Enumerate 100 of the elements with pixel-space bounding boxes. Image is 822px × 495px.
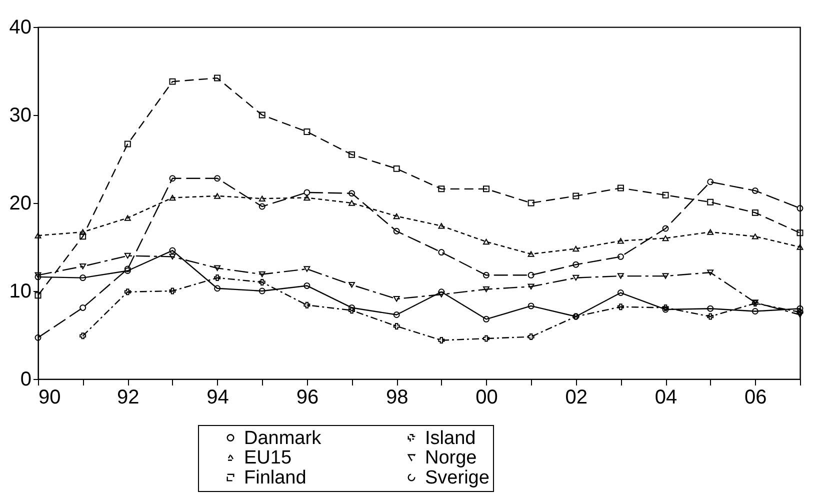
point (662, 235, 669, 242)
point (482, 316, 490, 322)
point (348, 307, 356, 314)
point (707, 313, 714, 320)
point (752, 209, 758, 216)
point (80, 332, 86, 340)
point (34, 232, 42, 238)
legend-label: Danmark (244, 428, 322, 449)
point (393, 213, 400, 220)
legend-label: Norge (425, 448, 477, 468)
point (258, 196, 266, 202)
legend-label: EU15 (244, 448, 292, 468)
point (528, 200, 534, 206)
point (393, 296, 400, 302)
point (438, 186, 445, 192)
point (707, 305, 714, 312)
point (528, 302, 534, 310)
point (796, 205, 804, 212)
point (348, 282, 356, 288)
point (80, 274, 86, 282)
x-tick-label: 96 (296, 386, 319, 408)
point (80, 304, 86, 311)
point (258, 112, 266, 118)
point (214, 285, 221, 292)
point (617, 253, 624, 260)
point (393, 322, 400, 330)
point (482, 272, 490, 278)
y-tick-label: 20 (9, 192, 32, 214)
point (34, 334, 42, 341)
point (80, 263, 86, 270)
point (258, 203, 266, 210)
point (617, 290, 624, 296)
point (707, 178, 714, 186)
point (438, 337, 445, 344)
point (214, 265, 221, 271)
x-tick-label: 90 (38, 386, 61, 408)
y-tick-label: 10 (9, 280, 32, 302)
point (662, 225, 669, 232)
point (707, 229, 714, 235)
point (124, 140, 131, 148)
point (438, 249, 445, 256)
point (796, 230, 804, 236)
point (393, 312, 400, 318)
point (796, 244, 804, 250)
point (124, 266, 131, 272)
x-tick-label: 00 (476, 386, 498, 408)
point (214, 175, 221, 182)
point (169, 247, 176, 254)
point (348, 190, 356, 197)
y-tick-label: 40 (9, 16, 32, 38)
point (304, 302, 310, 308)
legend-label: Sverige (425, 468, 490, 488)
point (482, 186, 490, 192)
point (617, 304, 624, 310)
point (169, 288, 176, 294)
point (169, 254, 176, 260)
x-tick-label: 94 (206, 386, 229, 408)
point (662, 192, 669, 198)
point (482, 335, 490, 342)
point (124, 288, 131, 296)
point (528, 284, 534, 290)
point (124, 252, 131, 259)
x-tick-label: 02 (565, 386, 588, 408)
point (662, 273, 669, 279)
point (304, 189, 310, 196)
point (304, 194, 310, 201)
point (169, 175, 176, 182)
point (707, 198, 714, 206)
legend-label: Finland (244, 468, 306, 488)
y-tick-label: 30 (9, 104, 32, 126)
point (214, 274, 221, 282)
point (528, 272, 534, 278)
point (348, 304, 356, 311)
point (752, 308, 758, 314)
point (169, 78, 176, 85)
point (124, 215, 131, 221)
point (304, 128, 310, 135)
point (752, 187, 758, 194)
point (258, 271, 266, 278)
point (752, 234, 758, 240)
point (214, 74, 221, 82)
point (528, 334, 534, 340)
point (662, 306, 669, 313)
point (572, 274, 580, 281)
point (393, 165, 400, 172)
point (258, 288, 266, 294)
point (258, 278, 266, 286)
point (617, 238, 624, 244)
point (304, 266, 310, 272)
point (348, 151, 356, 158)
point (572, 246, 580, 252)
y-tick-label: 0 (20, 368, 32, 390)
point (528, 251, 534, 257)
x-tick-label: 06 (744, 386, 767, 408)
point (482, 238, 490, 245)
point (572, 192, 580, 200)
point (169, 194, 176, 201)
point (393, 228, 400, 234)
point (214, 193, 221, 199)
point (572, 261, 580, 268)
